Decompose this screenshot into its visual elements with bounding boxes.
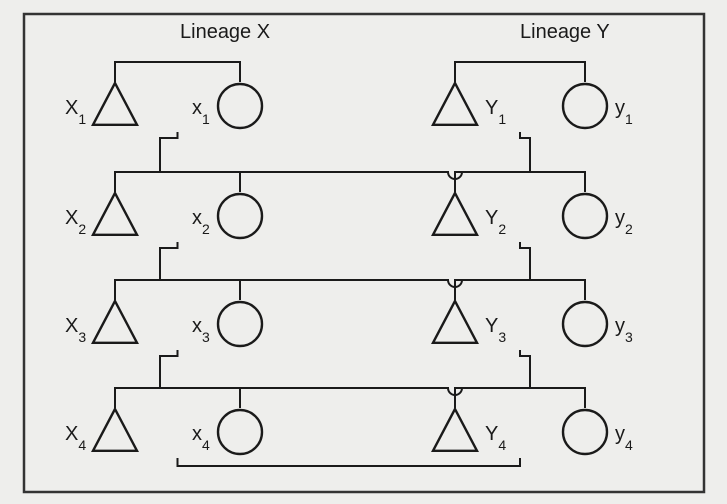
label-X1: X1 (65, 97, 86, 127)
male-X1 (93, 83, 137, 125)
descent-left-2 (160, 242, 178, 280)
couple-box-left-2 (115, 172, 240, 192)
female-x4 (218, 410, 262, 454)
female-x1 (218, 84, 262, 128)
male-X4 (93, 409, 137, 451)
male-Y2 (433, 193, 477, 235)
label-y3: y3 (615, 315, 633, 345)
male-X2 (93, 193, 137, 235)
label-x1: x1 (192, 97, 210, 127)
couple-box-left-1 (115, 62, 240, 82)
female-y1 (563, 84, 607, 128)
descent-left-3 (160, 350, 178, 388)
female-x3 (218, 302, 262, 346)
label-X3: X3 (65, 315, 86, 345)
male-Y4 (433, 409, 477, 451)
female-x2 (218, 194, 262, 238)
bottom-exchange-link (178, 458, 521, 466)
couple-box-right-3 (455, 280, 585, 300)
couple-box-right-4 (455, 388, 585, 408)
label-y4: y4 (615, 423, 633, 453)
couple-box-left-4 (115, 388, 240, 408)
title-lineage-y: Lineage Y (520, 21, 610, 43)
label-x2: x2 (192, 207, 210, 237)
label-Y4: Y4 (485, 423, 506, 453)
label-x4: x4 (192, 423, 210, 453)
title-lineage-x: Lineage X (180, 21, 270, 43)
couple-box-right-1 (455, 62, 585, 82)
label-x3: x3 (192, 315, 210, 345)
male-X3 (93, 301, 137, 343)
label-y1: y1 (615, 97, 633, 127)
male-Y3 (433, 301, 477, 343)
label-Y1: Y1 (485, 97, 506, 127)
label-y2: y2 (615, 207, 633, 237)
female-y2 (563, 194, 607, 238)
couple-box-right-2 (455, 172, 585, 192)
label-Y3: Y3 (485, 315, 506, 345)
male-Y1 (433, 83, 477, 125)
label-X4: X4 (65, 423, 86, 453)
female-y3 (563, 302, 607, 346)
label-X2: X2 (65, 207, 86, 237)
couple-box-left-3 (115, 280, 240, 300)
female-y4 (563, 410, 607, 454)
descent-left-1 (160, 132, 178, 172)
label-Y2: Y2 (485, 207, 506, 237)
